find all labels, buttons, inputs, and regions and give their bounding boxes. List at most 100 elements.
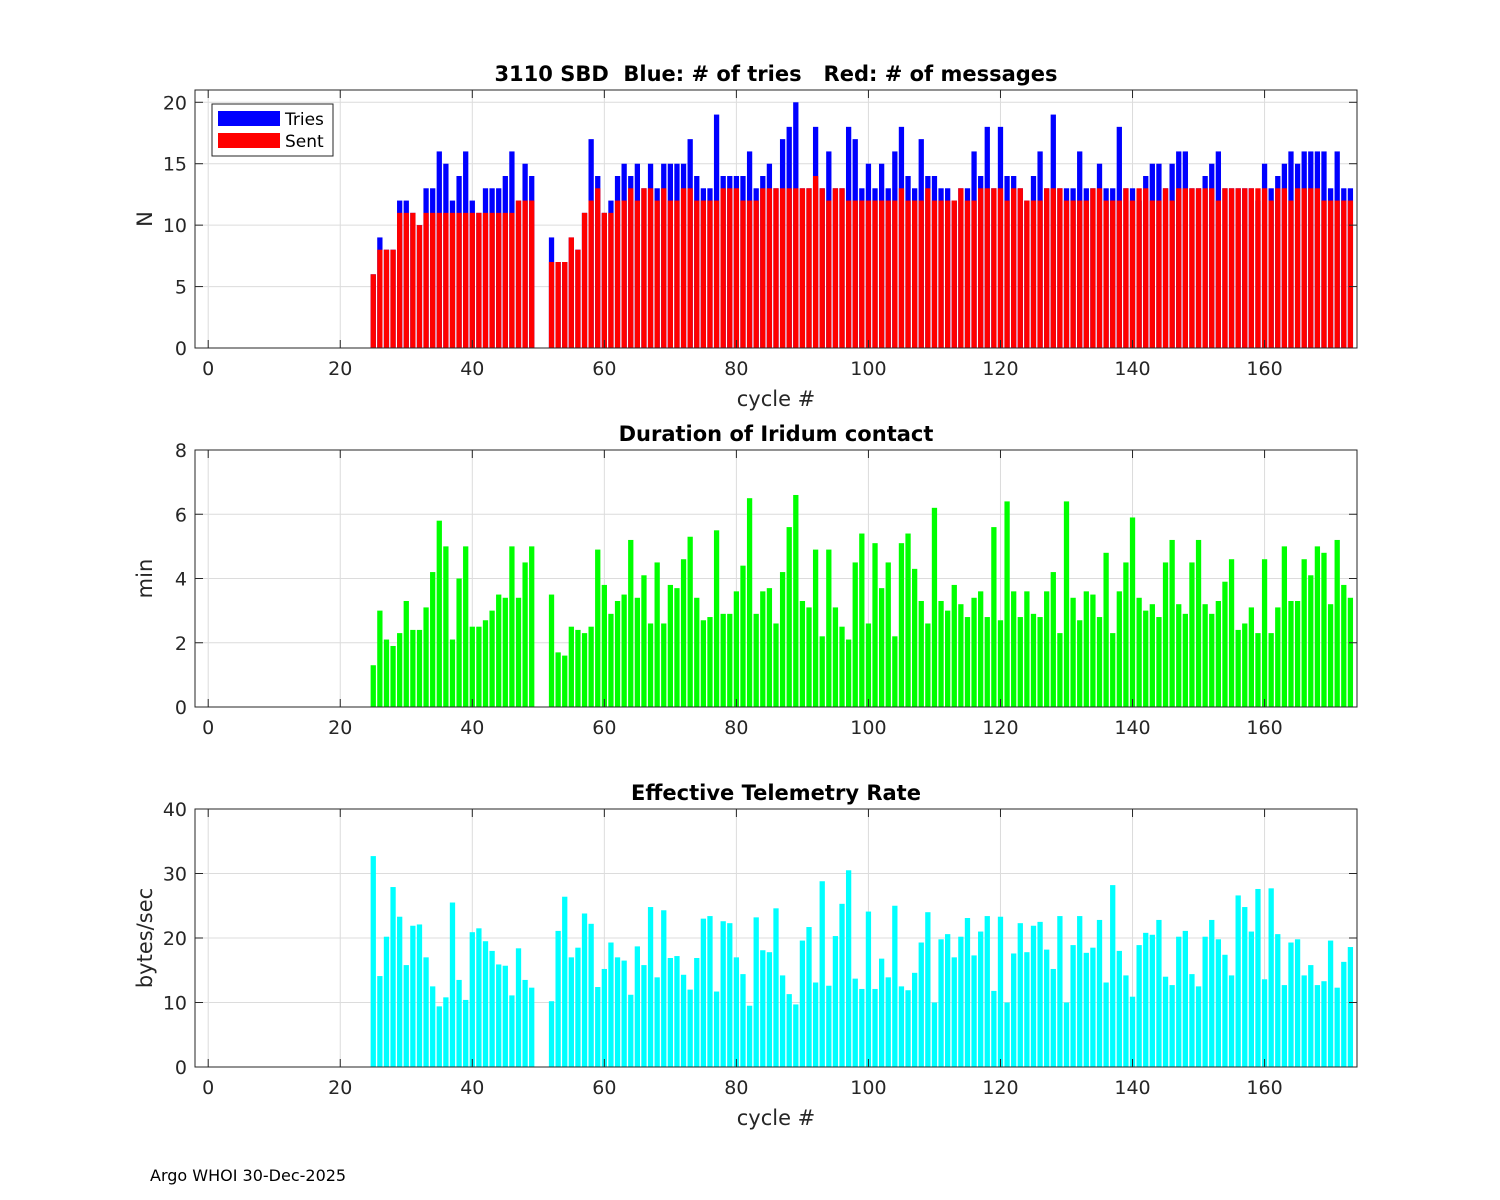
bar-duration <box>878 588 885 707</box>
bar-sent <box>1321 200 1327 348</box>
bar-sent <box>991 188 997 348</box>
y-tick-label: 30 <box>163 864 187 886</box>
bar-rate <box>852 978 858 1067</box>
bar-rate <box>740 974 746 1067</box>
bar-duration <box>812 549 819 707</box>
bar-duration <box>740 565 746 707</box>
bar-rate <box>370 856 376 1067</box>
bar-duration <box>912 568 918 707</box>
x-tick-label: 80 <box>724 358 748 380</box>
bar-duration <box>1063 501 1070 707</box>
bar-duration <box>430 572 436 707</box>
bar-duration <box>628 539 634 707</box>
bar-sent <box>390 249 396 348</box>
chart-title: Duration of Iridum contact <box>619 422 934 446</box>
bar-rate <box>793 1004 799 1067</box>
bar-rate <box>502 965 508 1067</box>
bar-sent <box>680 188 687 348</box>
bar-sent <box>786 188 792 348</box>
bar-duration <box>647 623 654 707</box>
bar-duration <box>786 527 792 707</box>
bar-sent <box>1176 188 1182 348</box>
bar-sent <box>951 200 957 348</box>
bar-sent <box>647 188 654 348</box>
bar-rate <box>1202 936 1208 1067</box>
bar-rate <box>1030 925 1037 1067</box>
legend-swatch-tries <box>218 111 280 126</box>
bar-rate <box>443 997 449 1067</box>
bar-duration <box>436 520 442 707</box>
bar-duration <box>753 613 759 707</box>
bar-duration <box>634 597 640 707</box>
x-tick-label: 60 <box>592 717 616 739</box>
bar-sent <box>766 188 773 348</box>
bar-rate <box>515 948 522 1067</box>
bar-duration <box>1090 594 1096 707</box>
bar-duration <box>964 617 971 707</box>
bar-sent <box>548 262 555 348</box>
bar-rate <box>555 930 561 1067</box>
bar-sent <box>410 212 416 348</box>
bar-sent <box>1341 200 1347 348</box>
bar-sent <box>1215 200 1221 348</box>
bar-rate <box>1268 888 1274 1067</box>
bar-duration <box>733 591 740 707</box>
bar-duration <box>1215 600 1221 707</box>
bar-sent <box>1275 188 1281 348</box>
bar-rate <box>892 905 898 1067</box>
bar-rate <box>581 913 588 1067</box>
bar-duration <box>892 636 898 707</box>
bar-duration <box>1202 604 1208 707</box>
bar-rate <box>436 1006 442 1067</box>
bar-duration <box>588 626 594 707</box>
bar-rate <box>1017 923 1023 1067</box>
bar-rate <box>859 988 865 1067</box>
y-tick-label: 15 <box>163 154 187 176</box>
bar-rate <box>463 999 469 1067</box>
bar-rate <box>403 965 409 1067</box>
chart-panel-3: 0 20 40 60 80 100 120 140 160 0 10 20 30 40 Effective … <box>133 781 1358 1130</box>
bar-rate <box>397 916 403 1067</box>
bar-sent <box>878 200 885 348</box>
bar-sent <box>601 212 607 348</box>
bar-sent <box>463 212 469 348</box>
bar-rate <box>383 936 390 1067</box>
bar-sent <box>694 200 700 348</box>
bar-sent <box>383 249 390 348</box>
bar-rate <box>865 911 872 1067</box>
x-tick-label: 40 <box>460 717 484 739</box>
y-tick-label: 4 <box>175 569 187 591</box>
y-tick-label: 0 <box>175 1057 187 1079</box>
bar-duration <box>1149 604 1155 707</box>
x-tick-label: 40 <box>460 358 484 380</box>
bar-sent <box>403 212 409 348</box>
bar-rate <box>621 960 627 1067</box>
y-tick-label: 2 <box>175 633 187 655</box>
bar-sent <box>865 200 872 348</box>
bar-duration <box>918 600 924 707</box>
bar-duration <box>667 584 674 707</box>
bar-sent <box>608 212 614 348</box>
bar-sent <box>727 188 733 348</box>
bar-rate <box>548 1001 555 1067</box>
bar-duration <box>680 559 687 707</box>
bar-duration <box>905 533 911 707</box>
bar-rate <box>872 988 878 1067</box>
bar-rate <box>1011 953 1017 1067</box>
bar-duration <box>1347 597 1354 707</box>
bar-sent <box>595 188 601 348</box>
bar-duration <box>1024 591 1030 707</box>
bar-sent <box>1143 188 1149 348</box>
y-tick-label: 6 <box>175 504 187 526</box>
bar-duration <box>463 546 469 707</box>
bar-sent <box>502 212 508 348</box>
bar-sent <box>496 212 502 348</box>
bar-sent <box>1242 188 1248 348</box>
bar-duration <box>568 626 574 707</box>
x-tick-label: 20 <box>328 717 352 739</box>
bar-rate <box>568 957 574 1067</box>
bar-rate <box>898 986 905 1067</box>
bar-sent <box>984 188 990 348</box>
bar-duration <box>707 617 713 707</box>
